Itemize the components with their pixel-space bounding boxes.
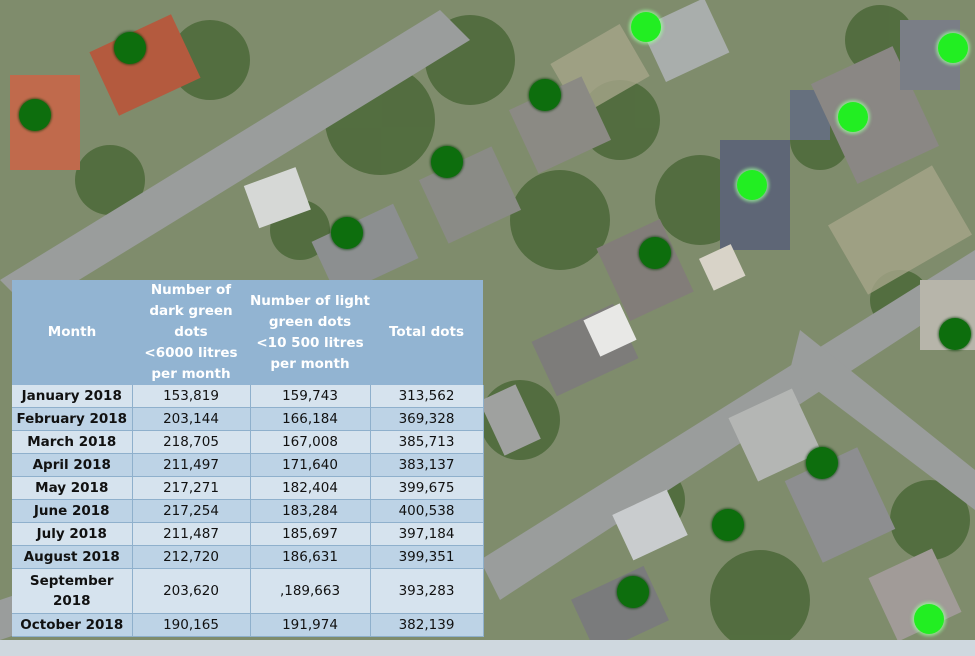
light-green-dot[interactable]: [938, 33, 968, 63]
header-month: Month: [12, 280, 132, 385]
cell-month: May 2018: [12, 476, 133, 500]
cell-dark-green-count: 212,720: [132, 545, 251, 569]
cell-dark-green-count: 211,497: [132, 453, 251, 477]
table-row: March 2018 218,705 167,008 385,713: [12, 430, 484, 454]
dark-green-dot[interactable]: [114, 32, 146, 64]
cell-light-green-count: 185,697: [250, 522, 371, 546]
dark-green-dot[interactable]: [431, 146, 463, 178]
table-row: January 2018 153,819 159,743 313,562: [12, 385, 484, 408]
table-row: April 2018 211,497 171,640 383,137: [12, 453, 484, 477]
cell-total-count: 399,675: [370, 476, 484, 500]
cell-dark-green-count: 217,254: [132, 499, 251, 523]
cell-dark-green-count: 203,620: [132, 568, 251, 614]
light-green-dot[interactable]: [838, 102, 868, 132]
cell-total-count: 382,139: [370, 613, 484, 637]
cell-total-count: 400,538: [370, 499, 484, 523]
cell-total-count: 399,351: [370, 545, 484, 569]
cell-light-green-count: 183,284: [250, 499, 371, 523]
cell-total-count: 313,562: [370, 385, 484, 408]
cell-month: March 2018: [12, 430, 133, 454]
table-row: September 2018 203,620,189,663 393,283: [12, 568, 484, 614]
table-row: July 2018 211,487 185,697 397,184: [12, 522, 484, 546]
header-dark-green-dots: Number of dark green dots <6000 litres p…: [132, 280, 250, 385]
cell-total-count: 397,184: [370, 522, 484, 546]
cell-dark-green-count: 211,487: [132, 522, 251, 546]
light-green-dot[interactable]: [914, 604, 944, 634]
cell-light-green-count: 186,631: [250, 545, 371, 569]
cell-dark-green-count: 190,165: [132, 613, 251, 637]
cell-light-green-count: 166,184: [250, 407, 371, 431]
cell-light-green-count: ,189,663: [250, 568, 371, 614]
dark-green-dot[interactable]: [939, 318, 971, 350]
cell-month: August 2018: [12, 545, 133, 569]
table-row: May 2018 217,271 182,404 399,675: [12, 476, 484, 500]
cell-light-green-count: 191,974: [250, 613, 371, 637]
header-light-sub: <10 500 litres per month: [256, 334, 364, 372]
light-green-dot[interactable]: [631, 12, 661, 42]
cell-total-count: 393,283: [370, 568, 484, 614]
header-dark-title: Number of dark green dots: [149, 282, 233, 340]
dark-green-dot[interactable]: [19, 99, 51, 131]
cell-light-green-count: 171,640: [250, 453, 371, 477]
table-row: October 2018 190,165 191,974 382,139: [12, 613, 484, 637]
dark-green-dot[interactable]: [617, 576, 649, 608]
bottom-strip: [0, 640, 975, 656]
dark-green-dot[interactable]: [331, 217, 363, 249]
cell-total-count: 383,137: [370, 453, 484, 477]
cell-light-green-count: 182,404: [250, 476, 371, 500]
cell-month: February 2018: [12, 407, 133, 431]
table-row: February 2018 203,144 166,184 369,328: [12, 407, 484, 431]
header-light-title: Number of light green dots: [250, 292, 370, 330]
dark-green-dot[interactable]: [639, 237, 671, 269]
cell-dark-green-count: 218,705: [132, 430, 251, 454]
cell-month: January 2018: [12, 385, 133, 408]
aerial-imagery[interactable]: [0, 0, 975, 640]
cell-dark-green-count: 153,819: [132, 385, 251, 408]
header-total-dots: Total dots: [370, 280, 483, 385]
table-row: August 2018 212,720 186,631 399,351: [12, 545, 484, 569]
header-dark-sub: <6000 litres per month: [144, 345, 238, 382]
light-green-dot[interactable]: [737, 170, 767, 200]
water-usage-table: Month Number of dark green dots <6000 li…: [12, 280, 484, 637]
cell-month: June 2018: [12, 499, 133, 523]
table-row: June 2018 217,254 183,284 400,538: [12, 499, 484, 523]
cell-dark-green-count: 217,271: [132, 476, 251, 500]
cell-dark-green-count: 203,144: [132, 407, 251, 431]
cell-month: July 2018: [12, 522, 133, 546]
dark-green-dot[interactable]: [806, 447, 838, 479]
header-light-green-dots: Number of light green dots <10 500 litre…: [250, 280, 370, 385]
dark-green-dot[interactable]: [529, 79, 561, 111]
cell-month: September 2018: [12, 568, 133, 614]
dark-green-dot[interactable]: [712, 509, 744, 541]
water-usage-table-panel: Month Number of dark green dots <6000 li…: [12, 280, 484, 637]
cell-light-green-count: 159,743: [250, 385, 371, 408]
cell-total-count: 385,713: [370, 430, 484, 454]
cell-light-green-count: 167,008: [250, 430, 371, 454]
cell-total-count: 369,328: [370, 407, 484, 431]
cell-month: October 2018: [12, 613, 133, 637]
cell-month: April 2018: [12, 453, 133, 477]
